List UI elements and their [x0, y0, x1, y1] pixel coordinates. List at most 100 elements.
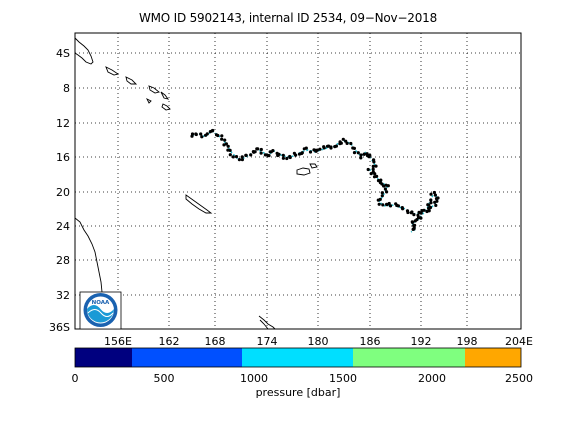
- profile-point: [377, 202, 381, 206]
- profile-point: [362, 152, 366, 156]
- island: [160, 91, 170, 100]
- profile-point: [352, 146, 356, 150]
- noaa-logo: NOAA: [79, 291, 122, 330]
- profile-point: [426, 203, 430, 207]
- colorbar-label: pressure [dbar]: [255, 386, 341, 399]
- lat-label: 8: [63, 82, 70, 95]
- profile-point: [381, 203, 385, 207]
- profile-point: [352, 151, 357, 155]
- profile-point: [419, 216, 423, 220]
- profile-point: [427, 206, 431, 210]
- profile-point: [288, 155, 292, 160]
- lat-label: 20: [56, 186, 70, 199]
- profile-point: [222, 143, 226, 147]
- profile-point: [376, 179, 381, 183]
- colorbar-tick: 2500: [505, 372, 533, 385]
- profile-point: [315, 148, 319, 152]
- profile-point: [376, 198, 380, 202]
- profile-point: [406, 210, 410, 215]
- map-grid: [75, 33, 521, 329]
- profile-point: [410, 220, 414, 224]
- colorbar-tick: 1000: [240, 372, 268, 385]
- profile-point: [228, 153, 232, 157]
- profile-point: [432, 190, 436, 195]
- profile-point: [429, 198, 433, 202]
- lon-label: 180: [308, 335, 329, 348]
- profile-point: [322, 145, 326, 149]
- profile-point: [249, 153, 253, 157]
- profile-point: [234, 155, 239, 159]
- lon-label: 204E: [505, 335, 533, 348]
- profile-point: [267, 154, 271, 158]
- profile-point: [237, 158, 241, 162]
- profile-point: [226, 144, 230, 148]
- profile-point: [277, 152, 281, 156]
- profile-point: [371, 167, 375, 171]
- profile-point: [436, 196, 440, 200]
- profile-point: [374, 164, 378, 168]
- profile-point: [341, 137, 345, 141]
- profile-point: [433, 193, 437, 197]
- profile-point: [205, 132, 209, 136]
- profile-point: [413, 219, 417, 223]
- profile-point: [308, 150, 313, 154]
- profile-point: [253, 150, 257, 154]
- latitude-labels: 4S 8 12 16 20 24 28 32 36S: [49, 47, 70, 334]
- profile-point: [383, 187, 387, 191]
- new-guinea-coast: [74, 37, 94, 65]
- profile-point: [224, 142, 228, 146]
- profile-point: [356, 151, 360, 155]
- map-title: WMO ID 5902143, internal ID 2534, 09−Nov…: [138, 11, 438, 25]
- profile-point: [200, 135, 204, 139]
- island: [105, 66, 120, 76]
- map-frame: [74, 32, 522, 330]
- profile-point: [387, 201, 391, 206]
- profile-point: [259, 151, 263, 155]
- profile-point: [281, 153, 285, 157]
- profile-point: [211, 128, 215, 133]
- profile-point: [220, 134, 224, 138]
- profile-point: [318, 147, 322, 151]
- profile-point: [228, 148, 232, 152]
- profile-point: [220, 137, 224, 141]
- lon-label: 186: [360, 335, 381, 348]
- colorbar-tick: 2000: [418, 372, 446, 385]
- lat-label: 4S: [56, 47, 70, 60]
- colorbar-tick: 0: [72, 372, 79, 385]
- profile-point: [292, 151, 296, 155]
- profile-point: [259, 147, 263, 152]
- lat-label: 24: [56, 220, 70, 233]
- new-zealand-north: [258, 315, 276, 330]
- island: [145, 97, 152, 104]
- profile-point: [368, 153, 372, 157]
- profile-point: [214, 133, 219, 137]
- profile-point: [372, 160, 376, 164]
- profile-point: [429, 201, 433, 205]
- profile-point: [396, 204, 400, 208]
- lon-label: 174: [257, 335, 278, 348]
- profile-point: [231, 155, 235, 159]
- profile-point: [434, 203, 438, 207]
- lon-label: 168: [205, 335, 226, 348]
- profile-point: [429, 192, 433, 196]
- profile-point: [411, 227, 415, 231]
- noaa-logo-text: NOAA: [92, 300, 110, 306]
- colorbar-segment: [465, 348, 521, 367]
- profile-point: [281, 156, 285, 160]
- longitude-labels: 156E 162 168 174 180 186 192 198 204E: [104, 335, 533, 348]
- pressure-colorbar: 0 500 1000 1500 2000 2500: [72, 347, 533, 385]
- profile-point: [401, 207, 405, 211]
- profile-point: [413, 223, 417, 227]
- lat-label: 28: [56, 254, 70, 267]
- profile-point: [359, 153, 363, 157]
- lon-label: 198: [457, 335, 478, 348]
- profile-points: [190, 128, 440, 231]
- colorbar-segment: [132, 348, 242, 367]
- profile-point: [386, 184, 390, 188]
- profile-point: [422, 208, 426, 212]
- profile-point: [223, 138, 227, 142]
- profile-point: [190, 132, 195, 136]
- lat-label: 16: [56, 151, 70, 164]
- lon-label: 156E: [104, 335, 132, 348]
